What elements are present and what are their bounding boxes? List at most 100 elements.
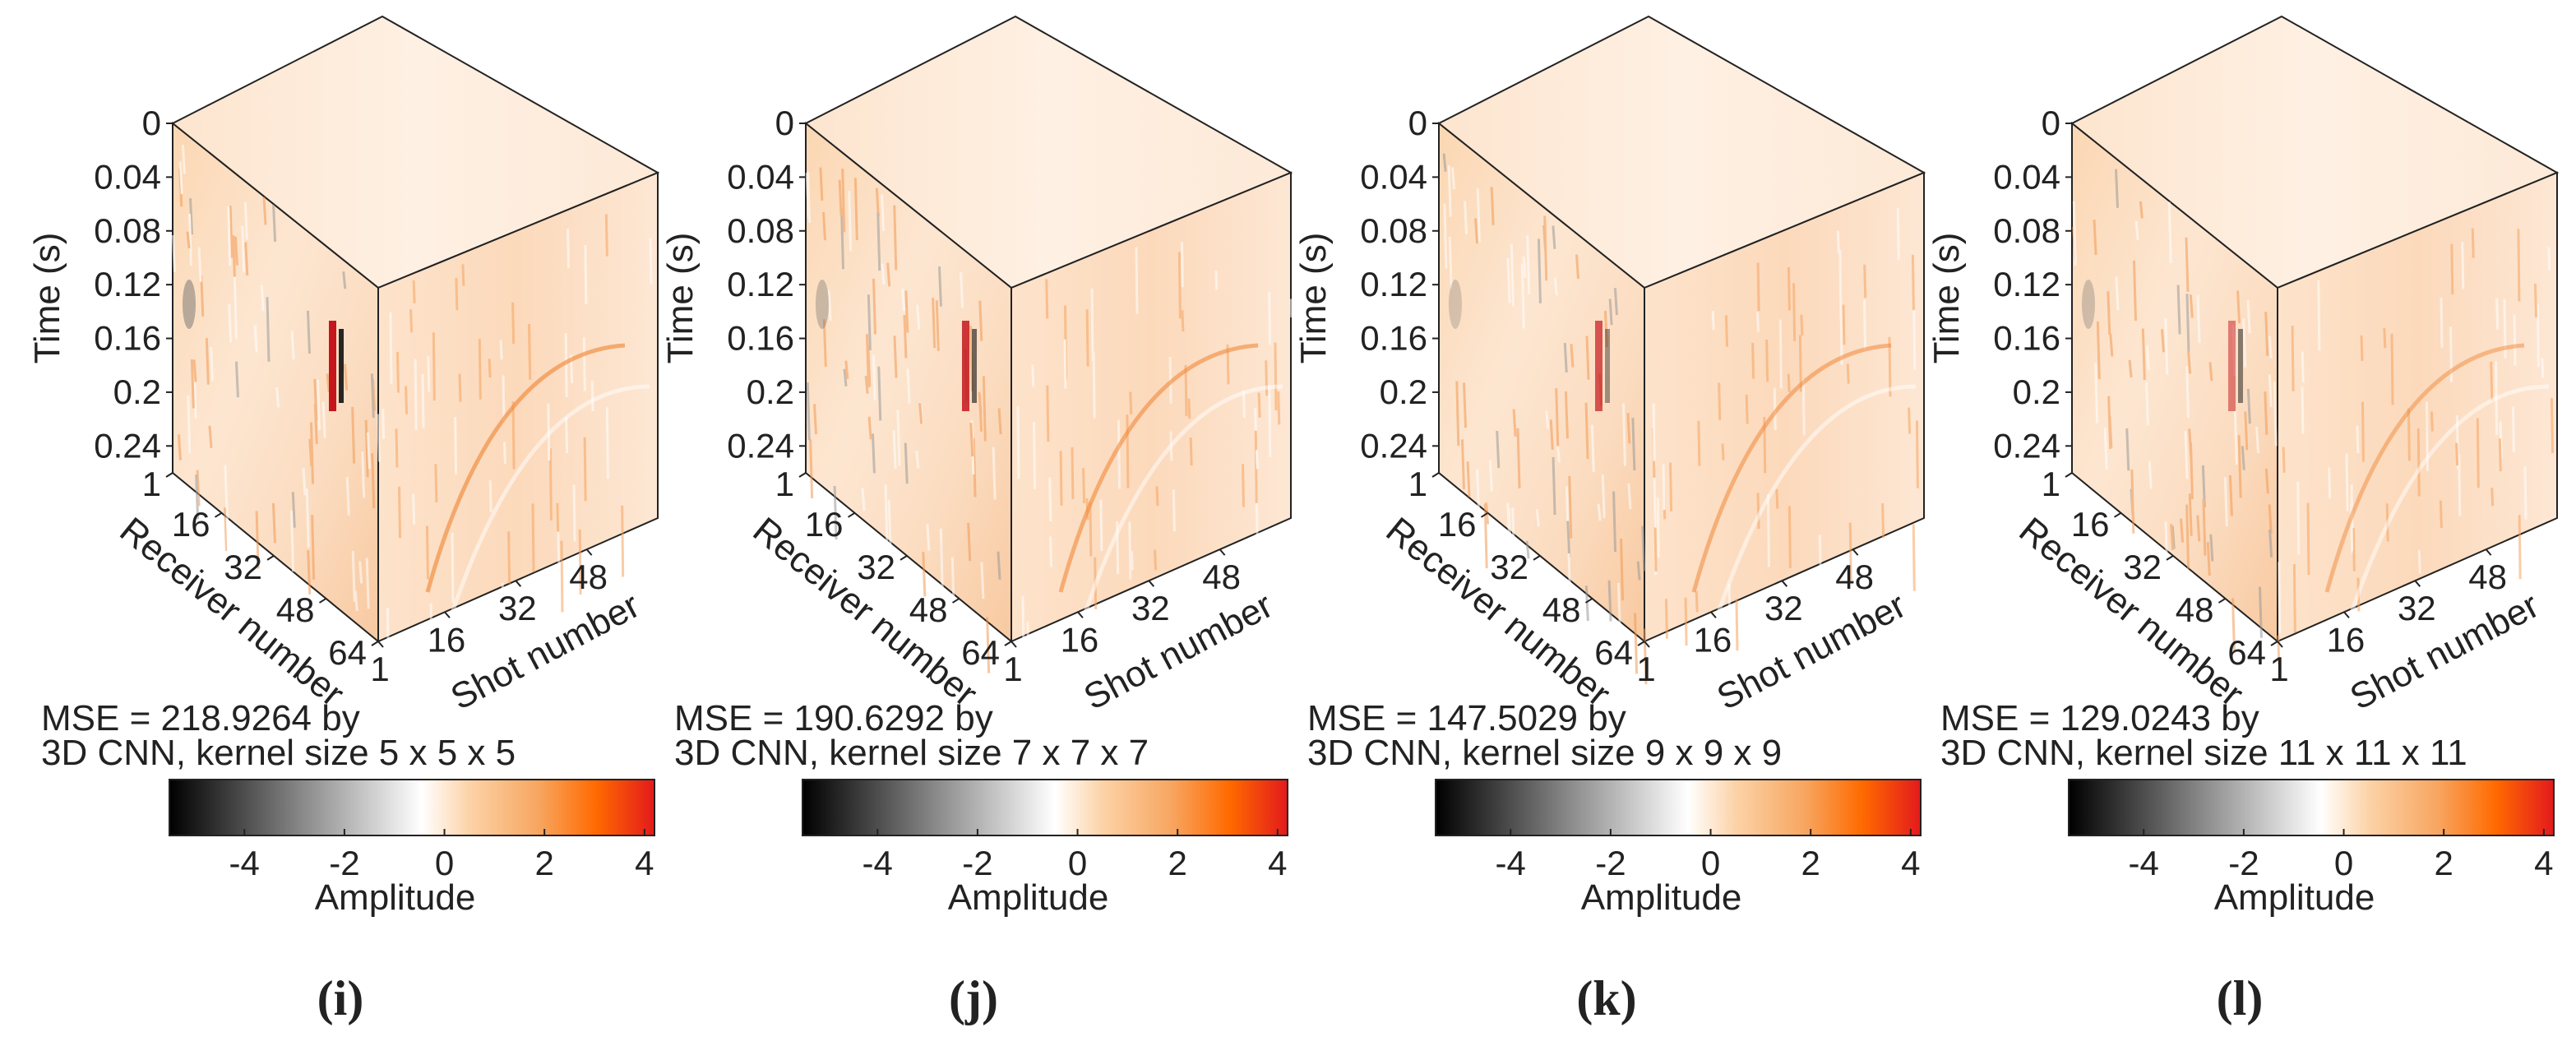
shot-tick-label: 48 (1202, 558, 1241, 596)
colorbar-tick-label: 4 (2534, 844, 2553, 882)
receiver-tick-mark (951, 598, 960, 604)
receiver-tick-label: 16 (2071, 505, 2110, 544)
time-tick-label: 0.08 (94, 211, 161, 250)
receiver-tick-mark (847, 511, 856, 518)
colorbar-tick-label: -2 (1595, 844, 1626, 882)
receiver-tick-mark (1533, 555, 1541, 561)
colorbar-tick-label: -2 (329, 844, 359, 882)
time-axis-label: Time (s) (660, 233, 701, 364)
shot-tick-mark (1852, 548, 1859, 556)
receiver-tick-mark (2270, 641, 2278, 646)
receiver-tick-label: 1 (1408, 465, 1427, 503)
colorbar-label: Amplitude (2214, 877, 2375, 918)
amplitude-texture (1442, 153, 1919, 685)
reflection-event (2324, 343, 2525, 593)
amplitude-low-patch (816, 280, 829, 329)
time-axis-label: Time (s) (1293, 233, 1334, 364)
reflection-event (1691, 343, 1892, 593)
time-tick-label: 0.24 (727, 426, 794, 465)
shot-tick-label: 32 (1764, 589, 1803, 627)
receiver-tick-label: 16 (1438, 505, 1477, 544)
receiver-tick-mark (165, 472, 173, 478)
amplitude-spike-dark (2238, 329, 2243, 403)
receiver-tick-label: 48 (1542, 590, 1581, 629)
amplitude-spike-dark (339, 329, 344, 403)
shot-axis-label: Shot number (444, 585, 645, 718)
receiver-tick-mark (900, 555, 908, 561)
panel-3: 0 0.04 0.08 0.12 0.16 0.2 0.24 Time (s) 1 16 32 48 6… (1293, 15, 1926, 1025)
mse-caption: MSE = 190.6292 by (674, 698, 993, 738)
amplitude-spike-red (1595, 321, 1602, 411)
receiver-tick-mark (2218, 598, 2227, 604)
receiver-tick-label: 48 (2176, 590, 2214, 629)
time-tick-label: 0.12 (94, 265, 161, 303)
receiver-tick-label: 32 (224, 548, 262, 586)
shot-tick-label: 48 (1835, 558, 1874, 596)
subfigure-label: (i) (317, 971, 364, 1025)
panel-1: 0 0.04 0.08 0.12 0.16 0.2 0.24 Time (s) 1 16 32 48 6… (27, 15, 660, 1025)
colorbar-label: Amplitude (1581, 877, 1742, 918)
colorbar-tick-label: -4 (229, 844, 260, 882)
amplitude-texture (2072, 169, 2554, 665)
shot-tick-mark (1710, 611, 1717, 618)
shot-tick-mark (2414, 580, 2421, 587)
time-tick-label: 0.04 (727, 157, 794, 196)
shot-tick-label: 32 (2398, 589, 2436, 627)
receiver-tick-mark (798, 472, 807, 478)
colorbar-label: Amplitude (948, 877, 1109, 918)
shot-tick-label: 16 (428, 620, 466, 659)
shot-tick-mark (1219, 548, 1226, 556)
receiver-tick-label: 1 (775, 465, 794, 503)
time-tick-label: 0.04 (1360, 157, 1427, 196)
colorbar-tick-label: 0 (1701, 844, 1720, 882)
reflection-event (2345, 384, 2550, 626)
receiver-tick-label: 1 (142, 465, 161, 503)
receiver-tick-label: 48 (276, 590, 315, 629)
receiver-tick-mark (2166, 555, 2174, 561)
mse-caption: MSE = 147.5029 by (1307, 698, 1626, 738)
colorbar-tick-label: -2 (962, 844, 992, 882)
receiver-tick-mark (214, 511, 223, 518)
receiver-tick-mark (1480, 511, 1489, 518)
receiver-tick-label: 32 (1490, 548, 1528, 586)
shot-tick-label: 48 (569, 558, 608, 596)
colorbar-tick-label: 0 (2334, 844, 2353, 882)
receiver-tick-label: 16 (805, 505, 844, 544)
shot-tick-label: 1 (1003, 650, 1022, 688)
shot-tick-label: 1 (370, 650, 389, 688)
colorbar-tick-label: -4 (863, 844, 893, 882)
colorbar-tick-label: 2 (1801, 844, 1820, 882)
panel-2: 0 0.04 0.08 0.12 0.16 0.2 0.24 Time (s) 1 16 32 48 6… (660, 15, 1293, 1025)
receiver-tick-label: 48 (909, 590, 948, 629)
time-tick-label: 0.2 (2013, 373, 2060, 411)
amplitude-spike-dark (1605, 329, 1610, 403)
time-tick-label: 0.16 (1993, 319, 2060, 358)
shot-tick-mark (444, 611, 451, 618)
colorbar (2068, 779, 2555, 836)
shot-axis-label: Shot number (1710, 585, 1912, 718)
colorbar (1435, 779, 1922, 836)
receiver-tick-mark (2113, 511, 2122, 518)
receiver-tick-mark (1004, 641, 1012, 646)
receiver-tick-mark (1584, 598, 1593, 604)
model-caption: 3D CNN, kernel size 11 x 11 x 11 (1940, 733, 2467, 773)
colorbar-tick-label: 4 (1268, 844, 1287, 882)
shot-tick-label: 16 (1061, 620, 1099, 659)
colorbar-tick-label: 4 (635, 844, 654, 882)
receiver-tick-mark (1637, 641, 1645, 646)
colorbar-tick-label: -2 (2228, 844, 2259, 882)
time-tick-label: 0.24 (1993, 426, 2060, 465)
receiver-tick-label: 64 (961, 633, 1000, 672)
time-tick-label: 0.04 (1993, 157, 2060, 196)
receiver-tick-label: 32 (857, 548, 895, 586)
colorbar-tick-label: 2 (2435, 844, 2453, 882)
mse-caption: MSE = 129.0243 by (1940, 698, 2259, 738)
colorbar-tick-label: 0 (435, 844, 454, 882)
amplitude-low-patch (183, 280, 196, 329)
amplitude-low-patch (2082, 280, 2095, 329)
receiver-tick-label: 64 (328, 633, 367, 672)
colorbar-tick-label: -4 (1496, 844, 1526, 882)
time-tick-label: 0.24 (1360, 426, 1427, 465)
reflection-event (425, 343, 626, 593)
receiver-tick-mark (318, 598, 327, 604)
